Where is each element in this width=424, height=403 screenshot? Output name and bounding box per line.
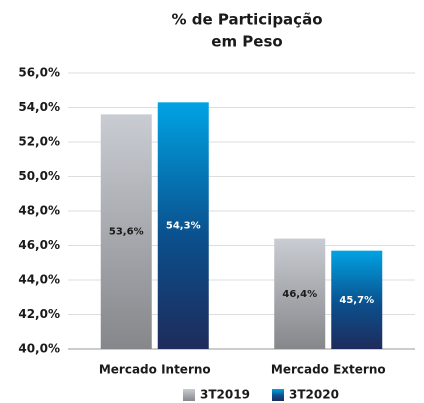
chart-title: em Peso [211,33,282,51]
value-label: 46,4% [282,289,317,300]
legend-swatch [272,389,284,401]
y-tick-label: 46,0% [18,238,60,252]
y-tick-label: 48,0% [18,204,60,218]
legend-label: 3T2019 [200,388,250,402]
legend-swatch [183,389,195,401]
x-tick-label: Mercado Interno [99,363,211,377]
bar [274,238,326,349]
x-tick-label: Mercado Externo [271,363,386,377]
bar [100,114,152,350]
y-tick-label: 54,0% [18,100,60,114]
value-label: 45,7% [339,295,374,306]
y-tick-label: 44,0% [18,273,60,287]
legend-label: 3T2020 [289,388,339,402]
bar [331,250,383,349]
y-tick-label: 40,0% [18,342,60,356]
bar [157,102,209,349]
y-tick-label: 52,0% [18,135,60,149]
y-tick-label: 56,0% [18,66,60,80]
value-label: 54,3% [166,221,201,232]
value-label: 53,6% [109,227,144,238]
y-tick-label: 50,0% [18,169,60,183]
y-tick-label: 42,0% [18,307,60,321]
chart-title: % de Participação [171,11,322,29]
